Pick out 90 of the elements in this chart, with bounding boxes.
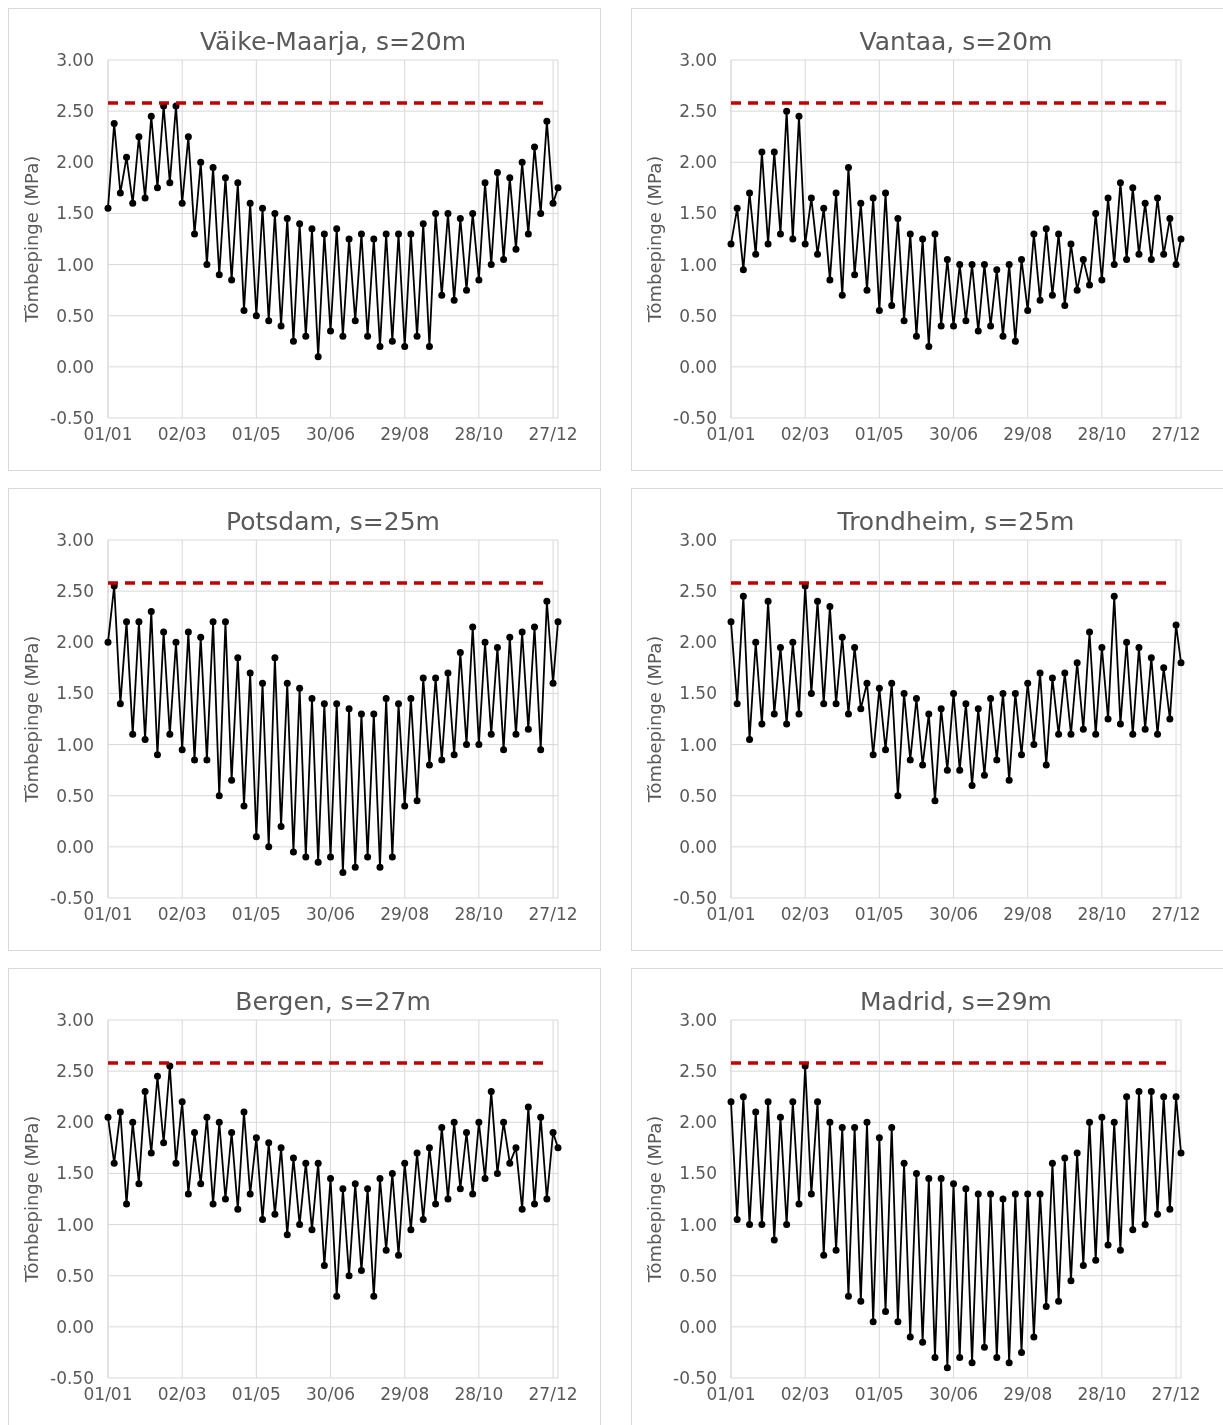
y-tick-label: 0.00: [679, 836, 717, 857]
x-tick-label: 02/03: [157, 1384, 207, 1404]
y-tick-label: 0.50: [679, 785, 717, 806]
y-axis-title: Tõmbepinge (MPa): [644, 1115, 665, 1284]
x-tick-label: 02/03: [780, 1384, 830, 1404]
y-tick-label: 2.50: [679, 581, 717, 602]
y-tick-label: 2.00: [56, 152, 94, 173]
x-tick-label: 29/08: [380, 904, 430, 924]
x-tick-label: 01/05: [231, 904, 281, 924]
y-tick-label: 1.50: [56, 203, 94, 224]
y-axis-title: Tõmbepinge (MPa): [21, 155, 42, 324]
y-axis-title: Tõmbepinge (MPa): [21, 635, 42, 804]
y-axis-title: Tõmbepinge (MPa): [644, 155, 665, 324]
x-tick-label: 27/12: [1151, 904, 1201, 924]
y-tick-label: 2.50: [56, 101, 94, 122]
y-tick-label: 1.00: [56, 1214, 94, 1235]
y-tick-label: 3.00: [679, 49, 717, 70]
y-tick-label: 0.00: [679, 356, 717, 377]
y-tick-label: 3.00: [56, 49, 94, 70]
chart-title: Madrid, s=29m: [860, 987, 1052, 1016]
y-axis-title: Tõmbepinge (MPa): [644, 635, 665, 804]
y-tick-label: 3.00: [679, 529, 717, 550]
x-tick-label: 29/08: [1003, 424, 1053, 444]
y-tick-label: 1.50: [679, 1163, 717, 1184]
x-tick-label: 28/10: [454, 1384, 504, 1404]
y-tick-label: 1.00: [56, 254, 94, 275]
y-tick-label: 2.00: [679, 1112, 717, 1133]
y-tick-label: 2.00: [679, 152, 717, 173]
x-tick-label: 02/03: [780, 904, 830, 924]
x-tick-label: 27/12: [1151, 1384, 1201, 1404]
y-tick-label: 1.00: [679, 1214, 717, 1235]
y-tick-label: 2.00: [679, 632, 717, 653]
x-tick-label: 01/05: [231, 424, 281, 444]
chart-title: Potsdam, s=25m: [226, 507, 440, 536]
y-tick-label: 3.00: [56, 1009, 94, 1030]
y-tick-label: 0.50: [56, 785, 94, 806]
y-tick-label: 0.00: [56, 1316, 94, 1337]
y-tick-label: 2.50: [56, 581, 94, 602]
y-tick-label: 3.00: [679, 1009, 717, 1030]
y-tick-label: 0.00: [56, 356, 94, 377]
y-tick-label: 1.00: [679, 254, 717, 275]
x-tick-label: 30/06: [929, 1384, 979, 1404]
y-tick-label: 0.50: [679, 1265, 717, 1286]
y-tick-label: 0.00: [56, 836, 94, 857]
x-tick-label: 29/08: [1003, 1384, 1053, 1404]
y-tick-label: 2.50: [679, 1061, 717, 1082]
x-tick-label: 28/10: [454, 904, 504, 924]
y-tick-label: 3.00: [56, 529, 94, 550]
y-tick-label: 1.50: [56, 1163, 94, 1184]
y-tick-label: 2.50: [56, 1061, 94, 1082]
x-tick-label: 01/05: [854, 1384, 904, 1404]
y-tick-label: 0.00: [679, 1316, 717, 1337]
y-tick-label: 0.50: [679, 305, 717, 326]
y-tick-label: 1.00: [56, 734, 94, 755]
x-tick-label: 28/10: [1077, 424, 1127, 444]
x-tick-label: 02/03: [157, 904, 207, 924]
x-tick-label: 29/08: [1003, 904, 1053, 924]
x-tick-label: 29/08: [380, 1384, 430, 1404]
x-tick-label: 30/06: [929, 904, 979, 924]
y-tick-label: 2.00: [56, 632, 94, 653]
x-tick-label: 27/12: [528, 1384, 578, 1404]
x-tick-label: 30/06: [306, 904, 356, 924]
y-axis-title: Tõmbepinge (MPa): [21, 1115, 42, 1284]
x-tick-label: 27/12: [528, 904, 578, 924]
y-tick-label: 0.50: [56, 305, 94, 326]
x-tick-label: 01/05: [231, 1384, 281, 1404]
x-tick-label: 01/05: [854, 904, 904, 924]
x-tick-label: 29/08: [380, 424, 430, 444]
y-tick-label: 1.50: [56, 683, 94, 704]
x-tick-label: 30/06: [929, 424, 979, 444]
x-tick-label: 30/06: [306, 1384, 356, 1404]
x-tick-label: 30/06: [306, 424, 356, 444]
y-tick-label: 1.50: [679, 683, 717, 704]
y-tick-label: 1.00: [679, 734, 717, 755]
x-tick-label: 28/10: [1077, 904, 1127, 924]
y-tick-label: 0.50: [56, 1265, 94, 1286]
chart-title: Väike-Maarja, s=20m: [199, 27, 467, 56]
chart-title: Trondheim, s=25m: [836, 507, 1075, 536]
x-tick-label: 01/05: [854, 424, 904, 444]
x-tick-label: 27/12: [528, 424, 578, 444]
x-tick-label: 28/10: [454, 424, 504, 444]
x-tick-label: 27/12: [1151, 424, 1201, 444]
y-tick-label: 2.50: [679, 101, 717, 122]
x-tick-label: 02/03: [780, 424, 830, 444]
chart-title: Vantaa, s=20m: [859, 27, 1053, 56]
x-tick-label: 28/10: [1077, 1384, 1127, 1404]
chart-title: Bergen, s=27m: [235, 987, 431, 1016]
y-tick-label: 2.00: [56, 1112, 94, 1133]
x-tick-label: 02/03: [157, 424, 207, 444]
y-tick-label: 1.50: [679, 203, 717, 224]
